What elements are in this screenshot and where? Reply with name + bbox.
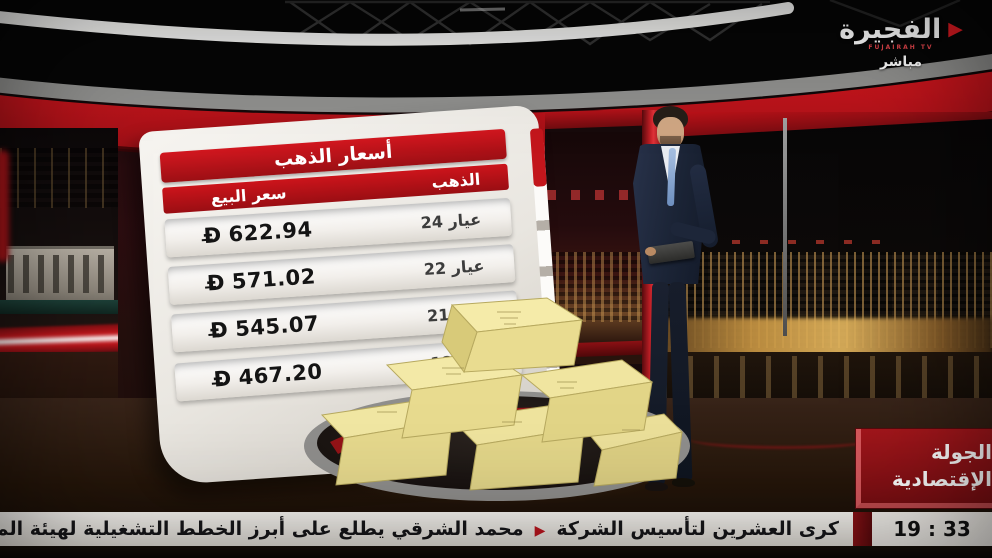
dirham-symbol: Ð — [212, 366, 233, 392]
clock: 19 : 33 — [872, 512, 992, 546]
program-title-line2: الإقتصادية — [891, 467, 992, 491]
presenter-left-shoe — [645, 482, 668, 491]
gold-bars-display — [304, 297, 690, 501]
light-arc — [0, 2, 794, 46]
presenter-right-shoe — [672, 478, 695, 487]
logo-wordmark: الفجيرة — [839, 14, 942, 45]
ticker-separator-icon: ▶ — [534, 523, 546, 539]
ticker-item: محمد الشرقي يطلع على أبرز الخطط التشغيلي… — [0, 518, 524, 540]
ticker-divider — [853, 512, 872, 546]
teal-roof-band — [0, 300, 118, 314]
ticker-item: كرى العشرين لتأسيس الشركة — [556, 518, 839, 540]
play-triangle-icon: ▶ — [948, 18, 963, 40]
program-title-line1: الجولة — [931, 440, 992, 464]
floor-red-reflection — [688, 428, 878, 449]
presenter-beard — [660, 136, 681, 147]
street-level — [662, 352, 992, 404]
left-window-cityscape — [0, 128, 118, 428]
ingot-stamps — [377, 311, 640, 431]
channel-logo: الفجيرة ▶ FUJAIRAH TV مباشر — [822, 16, 980, 70]
price-value: Ð 622.94 — [202, 217, 314, 249]
live-badge: مباشر — [879, 54, 923, 70]
karat-label: عيار 22 — [423, 255, 485, 279]
ceiling-black — [0, 0, 992, 99]
karat-label: عيار 24 — [419, 209, 482, 232]
program-title-box: الجولة الإقتصادية — [856, 429, 992, 508]
news-ticker: كرى العشرين لتأسيس الشركة ▶ محمد الشرقي يط… — [0, 512, 853, 546]
col-header-price: سعر البيع — [210, 182, 288, 207]
dirham-symbol: Ð — [209, 317, 230, 343]
bottom-floor-strip — [0, 546, 992, 558]
presenter-hand — [645, 247, 656, 256]
dirham-symbol: Ð — [202, 223, 223, 249]
ceiling-glint — [459, 7, 506, 12]
logo-row: الفجيرة ▶ — [822, 16, 980, 43]
left-red-edge-light — [0, 150, 9, 262]
gray-arc — [0, 53, 992, 113]
col-header-karat: الذهب — [430, 169, 481, 192]
lamp-pole — [783, 118, 787, 336]
gold-ingots — [320, 297, 683, 491]
logo-network-caption: FUJAIRAH TV — [868, 44, 934, 51]
city-window-lights — [0, 148, 118, 208]
presenter — [612, 106, 736, 492]
dirham-symbol: Ð — [206, 270, 226, 296]
right-cityscape — [662, 112, 992, 430]
white-building — [6, 246, 114, 307]
